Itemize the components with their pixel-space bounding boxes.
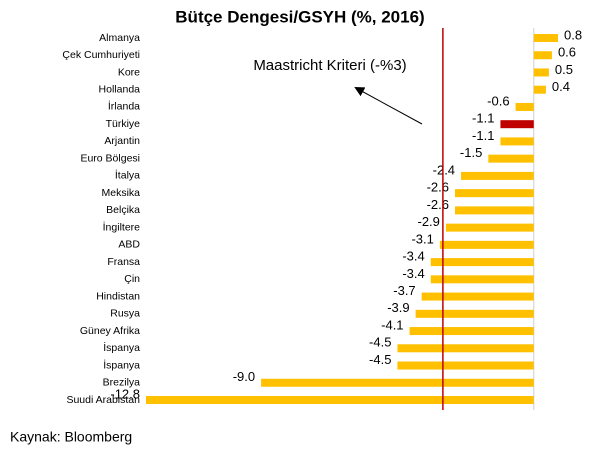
bar — [409, 327, 534, 336]
category-label: Brezilya — [103, 377, 141, 389]
bar — [261, 378, 534, 387]
category-label: Güney Afrika — [80, 325, 140, 337]
value-label: -12.8 — [110, 386, 140, 401]
bar — [415, 309, 534, 318]
bar — [533, 34, 558, 42]
category-label: Hollanda — [99, 83, 141, 95]
category-label: Hindistan — [96, 290, 140, 302]
value-label: -1.1 — [472, 128, 494, 143]
value-label: -9.0 — [233, 369, 255, 384]
bar — [533, 51, 552, 60]
category-label: İtalya — [115, 169, 140, 182]
value-label: -2.4 — [433, 162, 455, 177]
value-label: -4.5 — [369, 335, 391, 350]
value-label: -2.6 — [427, 180, 449, 195]
bar — [500, 137, 534, 146]
bar — [455, 189, 534, 198]
value-label: -4.1 — [381, 317, 403, 332]
value-label: -1.1 — [472, 111, 494, 126]
category-label: Çek Cumhuriyeti — [62, 49, 140, 61]
bar — [421, 292, 534, 301]
category-label: Rusya — [110, 308, 140, 320]
value-label: 0.5 — [555, 62, 573, 77]
bar — [430, 258, 534, 267]
category-label: İngiltere — [103, 220, 141, 233]
value-label: -2.9 — [418, 214, 440, 229]
bar — [397, 361, 534, 370]
value-label: -3.9 — [387, 300, 409, 315]
category-label: Arjantin — [104, 135, 140, 147]
value-label: 0.4 — [552, 79, 570, 94]
value-label: -3.4 — [402, 249, 424, 264]
value-label: -1.5 — [460, 145, 482, 160]
value-label: -3.4 — [402, 266, 424, 281]
bar — [455, 206, 534, 215]
bar — [533, 68, 549, 77]
category-label: Kore — [118, 66, 140, 78]
category-label: Suudi Arabistan — [66, 394, 140, 406]
annotation-arrow — [354, 87, 423, 125]
bar — [533, 85, 546, 94]
bar — [439, 240, 534, 249]
category-label: Meksika — [101, 187, 140, 199]
bar — [397, 344, 534, 353]
category-label: Çin — [124, 273, 140, 285]
category-label: İrlanda — [108, 100, 140, 113]
value-label: -2.6 — [427, 197, 449, 212]
bar — [445, 223, 534, 232]
category-label: İspanya — [103, 358, 140, 371]
category-label: Almanya — [99, 32, 140, 44]
bar — [146, 396, 534, 404]
value-label: 0.6 — [558, 45, 576, 60]
category-label: Euro Bölgesi — [80, 152, 140, 164]
bar — [461, 171, 534, 180]
category-label: İspanya — [103, 341, 140, 354]
bar — [500, 120, 534, 129]
value-label: -0.6 — [487, 93, 509, 108]
value-label: 0.8 — [564, 27, 582, 42]
chart-title: Bütçe Dengesi/GSYH (%, 2016) — [175, 7, 424, 26]
category-label: ABD — [118, 239, 140, 251]
bar — [515, 102, 534, 111]
value-label: -3.7 — [393, 283, 415, 298]
source: Kaynak: Bloomberg — [10, 429, 132, 445]
reference-label: Maastricht Kriteri (-%3) — [253, 57, 406, 74]
category-label: Belçika — [106, 204, 140, 216]
category-label: Fransa — [107, 256, 140, 268]
category-label: Türkiye — [106, 118, 141, 130]
bar — [488, 154, 534, 163]
value-label: -3.1 — [411, 231, 433, 246]
value-label: -4.5 — [369, 352, 391, 367]
bar — [430, 275, 534, 284]
